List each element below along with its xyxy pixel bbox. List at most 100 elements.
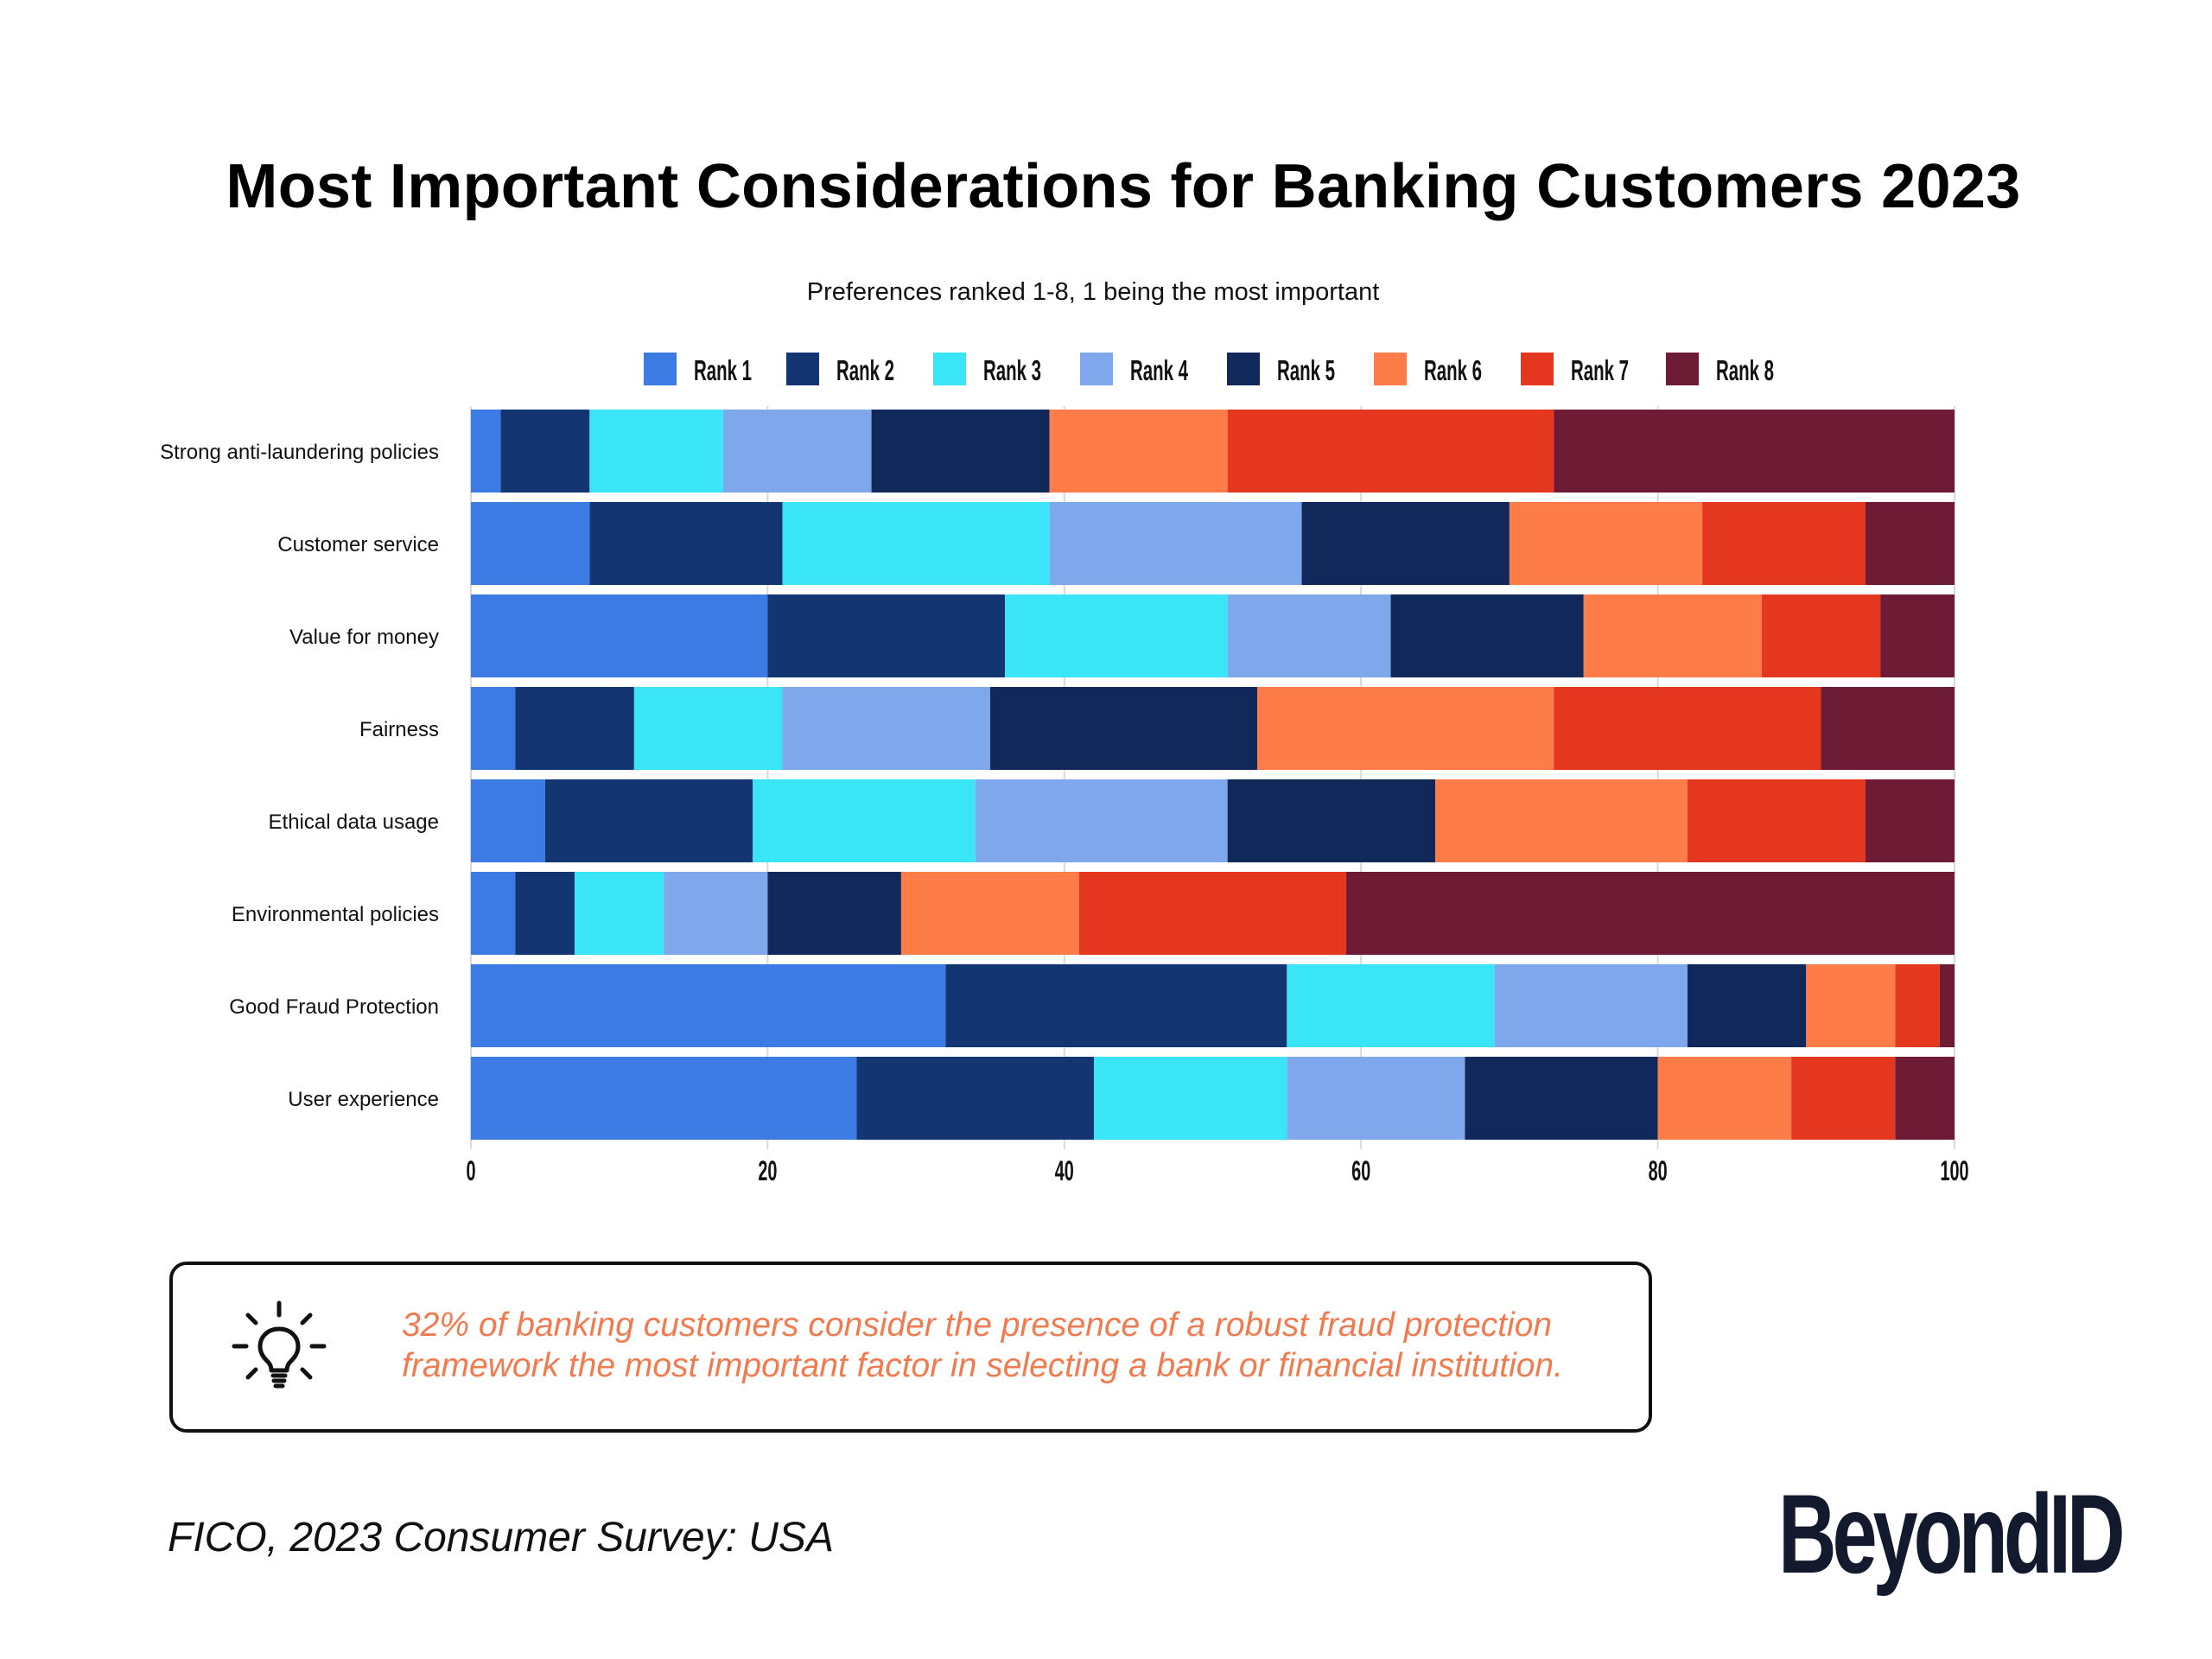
legend-swatch xyxy=(933,353,966,385)
bar-segment xyxy=(1761,594,1881,677)
bar-segment xyxy=(1257,687,1554,770)
bar-segment xyxy=(767,872,901,955)
bar-segment xyxy=(1895,964,1940,1047)
legend-label: Rank 6 xyxy=(1424,354,1482,386)
bar-segment xyxy=(871,410,1050,493)
bar-segment xyxy=(515,687,634,770)
bar-segment xyxy=(782,687,990,770)
bar-segment xyxy=(856,1057,1095,1140)
category-label: Fairness xyxy=(359,718,439,741)
chart-title: Most Important Considerations for Bankin… xyxy=(226,152,2021,221)
bar-segment xyxy=(589,502,783,585)
bar-segment xyxy=(1687,964,1807,1047)
x-tick-label: 20 xyxy=(758,1155,777,1186)
bar-segment xyxy=(1094,1057,1287,1140)
callout-text: 32% of banking customers consider the pr… xyxy=(402,1306,1563,1384)
bar-segment xyxy=(575,872,664,955)
legend-label: Rank 5 xyxy=(1277,354,1335,386)
bar-segment xyxy=(1554,687,1821,770)
bar-segment xyxy=(1227,410,1554,493)
bar-segment xyxy=(664,872,768,955)
bar-segment xyxy=(767,594,1006,677)
x-tick-label: 100 xyxy=(1940,1155,1968,1186)
bar-segment xyxy=(471,594,768,677)
bar-segment xyxy=(1227,594,1391,677)
bar-segment xyxy=(1049,410,1228,493)
category-label: Good Fraud Protection xyxy=(229,995,439,1019)
bar-segment xyxy=(1346,872,1955,955)
bar-segment xyxy=(1078,872,1347,955)
legend-label: Rank 4 xyxy=(1130,354,1189,386)
bar-segment xyxy=(1301,502,1510,585)
bar-segment xyxy=(1880,594,1955,677)
legend-label: Rank 2 xyxy=(836,354,894,386)
bar-segment xyxy=(515,872,575,955)
category-label: Environmental policies xyxy=(232,903,439,926)
x-tick-label: 60 xyxy=(1351,1155,1370,1186)
category-label: User experience xyxy=(288,1088,439,1111)
bar-segment xyxy=(544,779,753,862)
bar-segment xyxy=(1287,964,1495,1047)
bar-segment xyxy=(1287,1057,1465,1140)
bar-segment xyxy=(1791,1057,1896,1140)
bar-segment xyxy=(900,872,1079,955)
bar-segment xyxy=(1509,502,1703,585)
bar-segment xyxy=(1657,1057,1792,1140)
category-label: Ethical data usage xyxy=(269,810,439,834)
bar-segment xyxy=(989,687,1258,770)
legend-swatch xyxy=(1080,353,1113,385)
legend-label: Rank 3 xyxy=(983,354,1041,386)
bar-segment xyxy=(471,964,946,1047)
bar-segment xyxy=(633,687,783,770)
bar-segment xyxy=(975,779,1228,862)
beyondid-logo: BeyondID xyxy=(1778,1471,2126,1597)
x-tick-label: 40 xyxy=(1055,1155,1074,1186)
legend-swatch xyxy=(1374,353,1407,385)
category-label: Customer service xyxy=(277,533,439,556)
bar-segment xyxy=(1227,779,1436,862)
legend-swatch xyxy=(1666,353,1699,385)
bar-segment xyxy=(1806,964,1896,1047)
bar-segment xyxy=(945,964,1287,1047)
bar-segment xyxy=(1865,779,1955,862)
legend-label: Rank 7 xyxy=(1571,354,1629,386)
source-note: FICO, 2023 Consumer Survey: USA xyxy=(168,1515,834,1560)
bar-segment xyxy=(1939,964,1955,1047)
bar-segment xyxy=(753,779,976,862)
bar-segment xyxy=(1005,594,1228,677)
category-label: Strong anti-laundering policies xyxy=(160,441,439,464)
bar-segment xyxy=(471,779,545,862)
legend-label: Rank 8 xyxy=(1716,354,1774,386)
legend-swatch xyxy=(644,353,677,385)
bar-segment xyxy=(1554,410,1955,493)
bar-segment xyxy=(589,410,723,493)
bar-segment xyxy=(1494,964,1688,1047)
bar-segment xyxy=(471,502,590,585)
bar-segment xyxy=(1435,779,1688,862)
bar-segment xyxy=(1702,502,1866,585)
bar-segment xyxy=(471,687,516,770)
bar-segment xyxy=(471,1057,857,1140)
bar-segment xyxy=(1865,502,1955,585)
bar-segment xyxy=(471,410,501,493)
bar-segment xyxy=(1390,594,1584,677)
chart-subtitle: Preferences ranked 1-8, 1 being the most… xyxy=(806,278,1380,306)
bar-segment xyxy=(1465,1057,1658,1140)
legend-label: Rank 1 xyxy=(694,354,752,386)
bar-segment xyxy=(722,410,872,493)
bar-segment xyxy=(782,502,1050,585)
legend-swatch xyxy=(786,353,819,385)
category-label: Value for money xyxy=(289,626,439,649)
bar-segment xyxy=(1687,779,1866,862)
bar-segment xyxy=(1895,1057,1955,1140)
bar-segment xyxy=(500,410,590,493)
bar-segment xyxy=(1583,594,1762,677)
legend-swatch xyxy=(1227,353,1260,385)
bar-segment xyxy=(1049,502,1302,585)
legend-swatch xyxy=(1521,353,1554,385)
x-tick-label: 0 xyxy=(466,1155,475,1186)
lightbulb-icon xyxy=(232,1300,327,1389)
bar-segment xyxy=(1821,687,1955,770)
